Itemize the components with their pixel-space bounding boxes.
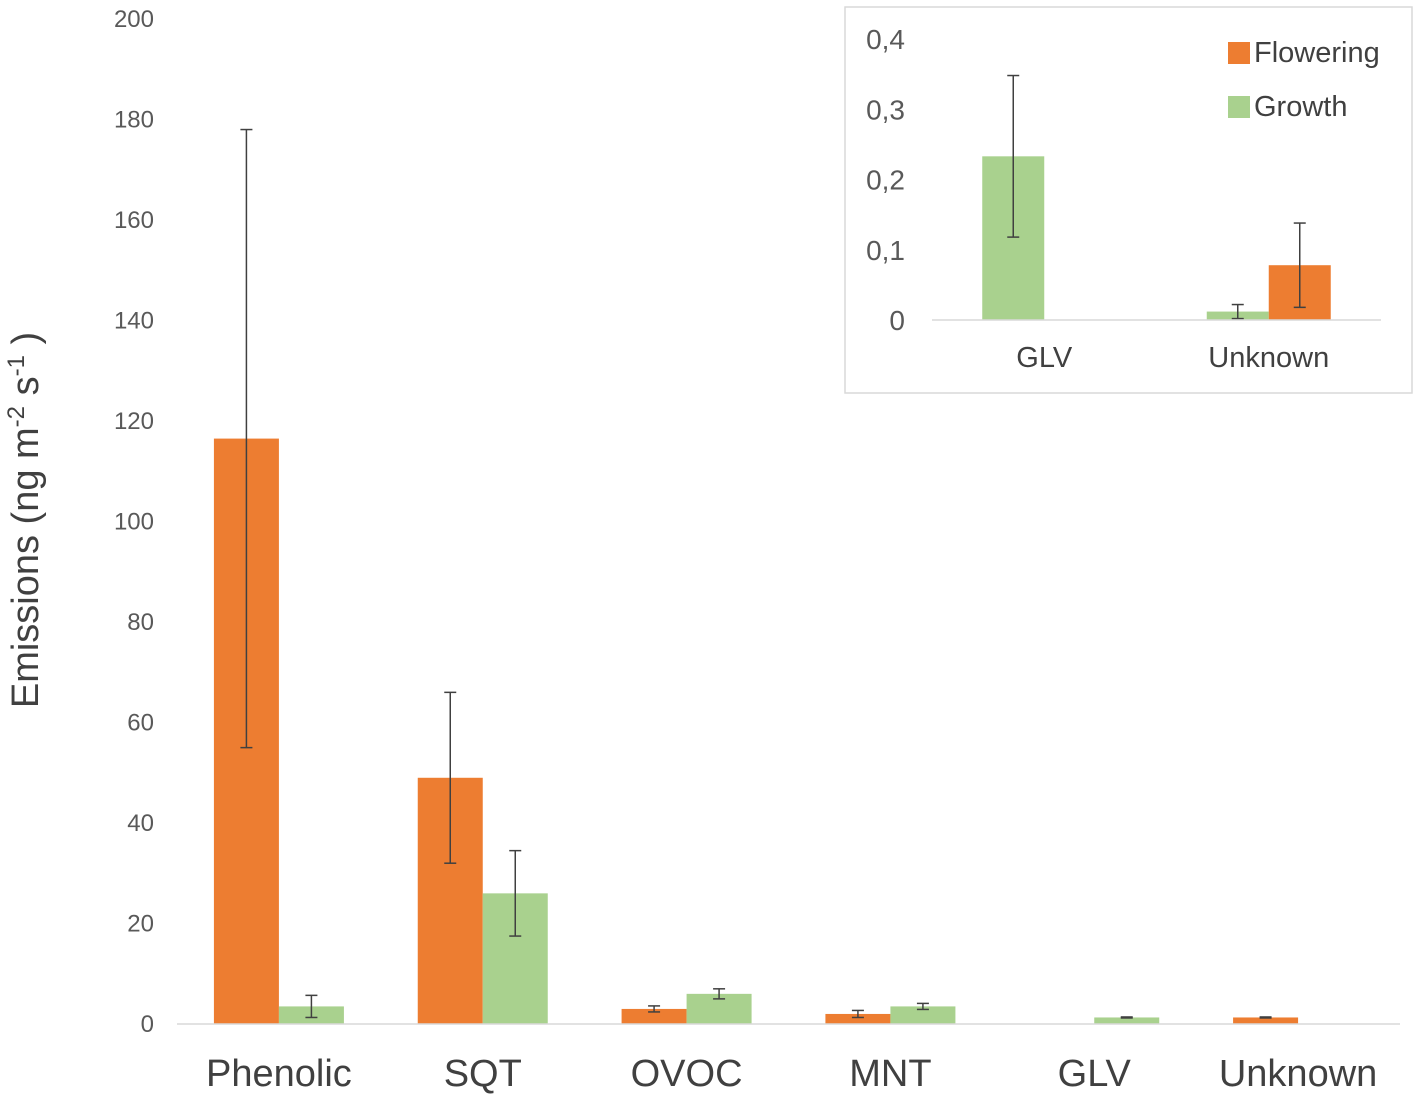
y-tick-label: 20 — [127, 911, 154, 938]
y-tick-label: 160 — [114, 207, 154, 234]
y-tick-label: 80 — [127, 609, 154, 636]
y-tick-label: 140 — [114, 308, 154, 335]
y-tick-label: 200 — [114, 6, 154, 33]
legend-swatch-growth — [1228, 96, 1250, 118]
inset-y-tick-label: 0,2 — [866, 165, 905, 196]
y-tick-label: 100 — [114, 509, 154, 536]
inset-y-tick-label: 0,4 — [866, 24, 905, 55]
x-category-label: MNT — [849, 1053, 931, 1095]
x-category-label: SQT — [444, 1053, 522, 1095]
y-tick-label: 0 — [141, 1011, 154, 1038]
inset-y-tick-label: 0,1 — [866, 235, 905, 266]
y-axis-label: Emissions (ng m-2 s-1 ) — [3, 332, 47, 708]
y-tick-label: 120 — [114, 408, 154, 435]
x-category-label: OVOC — [631, 1053, 743, 1095]
x-category-label: Phenolic — [206, 1053, 352, 1095]
bar-flowering-mnt — [825, 1013, 891, 1024]
inset-x-category-label: Unknown — [1208, 342, 1329, 374]
y-tick-label: 60 — [127, 710, 154, 737]
inset-x-category-label: GLV — [1016, 342, 1073, 374]
main-plot-area: 0 20 40 60 80 100 120 140 160 180 200 Phenolic SQT OV… — [114, 6, 1400, 1095]
bar-flowering-unknown — [1233, 1017, 1299, 1024]
x-category-label: GLV — [1058, 1053, 1132, 1095]
bar-flowering-ovoc — [621, 1008, 687, 1024]
bar-growth-mnt — [890, 1006, 956, 1024]
y-tick-label: 40 — [127, 810, 154, 837]
x-category-label: Unknown — [1219, 1053, 1377, 1095]
legend-swatch-flowering — [1228, 42, 1250, 64]
bar-growth-glv — [1094, 1017, 1160, 1024]
legend-label-growth: Growth — [1254, 91, 1347, 123]
legend-label-flowering: Flowering — [1254, 37, 1380, 69]
inset-y-tick-label: 0 — [889, 305, 905, 336]
y-tick-label: 180 — [114, 107, 154, 134]
inset-y-tick-label: 0,3 — [866, 94, 905, 125]
legend: Flowering Growth — [1228, 37, 1380, 123]
inset-plot-area: 0 0,1 0,2 0,3 0,4 GLV Unknown — [866, 24, 1381, 374]
inset-frame — [844, 6, 1413, 394]
